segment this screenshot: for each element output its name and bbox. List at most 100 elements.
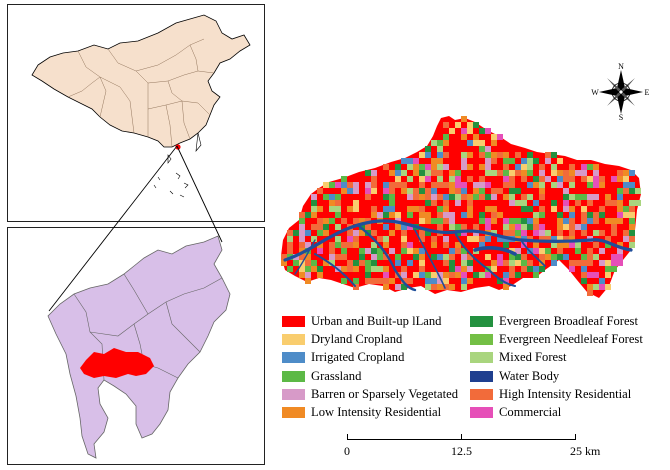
land-use-cell bbox=[299, 218, 305, 224]
land-use-cell bbox=[407, 242, 413, 248]
land-use-cell bbox=[521, 158, 527, 164]
land-use-cell bbox=[539, 170, 545, 176]
land-use-cell bbox=[437, 212, 443, 218]
land-use-cell bbox=[503, 230, 509, 236]
land-use-cell bbox=[389, 188, 395, 194]
land-use-cell bbox=[473, 122, 479, 128]
land-use-cell bbox=[491, 158, 497, 164]
land-use-cell bbox=[401, 284, 407, 290]
land-use-cell bbox=[317, 230, 323, 236]
land-use-cell bbox=[467, 254, 473, 260]
land-use-cell bbox=[491, 140, 497, 146]
china-map-svg bbox=[31, 14, 251, 198]
land-use-cell bbox=[581, 272, 587, 278]
land-use-cell bbox=[509, 218, 515, 224]
land-use-cell bbox=[479, 194, 485, 200]
land-use-cell bbox=[317, 242, 323, 248]
land-use-cell bbox=[563, 236, 569, 242]
land-use-cell bbox=[431, 242, 437, 248]
land-use-cell bbox=[383, 164, 389, 170]
land-use-cell bbox=[407, 212, 413, 218]
land-use-cell bbox=[509, 254, 515, 260]
land-use-cell bbox=[377, 212, 383, 218]
study-area-highlight bbox=[80, 348, 154, 378]
land-use-cell bbox=[413, 170, 419, 176]
land-use-cell bbox=[611, 224, 617, 230]
land-use-cell bbox=[365, 194, 371, 200]
land-use-cell bbox=[443, 254, 449, 260]
land-use-cell bbox=[401, 242, 407, 248]
land-use-cell bbox=[437, 164, 443, 170]
land-use-cell bbox=[617, 170, 623, 176]
land-use-cell bbox=[521, 260, 527, 266]
land-use-cell bbox=[503, 152, 509, 158]
land-use-cell bbox=[521, 230, 527, 236]
land-use-cell bbox=[545, 248, 551, 254]
land-use-cell bbox=[527, 170, 533, 176]
land-use-cell bbox=[527, 158, 533, 164]
land-use-cell bbox=[341, 278, 347, 284]
land-use-cell bbox=[419, 170, 425, 176]
guangzhou-district-map bbox=[7, 227, 265, 465]
land-use-cell bbox=[479, 188, 485, 194]
land-use-cell bbox=[359, 218, 365, 224]
land-use-cell bbox=[371, 266, 377, 272]
land-use-cell bbox=[353, 260, 359, 266]
land-use-cell bbox=[329, 206, 335, 212]
land-use-cell bbox=[473, 236, 479, 242]
land-use-cell bbox=[599, 176, 605, 182]
land-use-cell bbox=[443, 278, 449, 284]
land-use-cell bbox=[443, 272, 449, 278]
legend-label: Barren or Sparsely Vegetated bbox=[311, 387, 458, 402]
land-use-cell bbox=[353, 200, 359, 206]
land-use-cell bbox=[623, 236, 629, 242]
land-use-cell bbox=[401, 170, 407, 176]
land-use-cell bbox=[317, 224, 323, 230]
land-use-cell bbox=[395, 182, 401, 188]
land-use-cell bbox=[407, 194, 413, 200]
land-use-cell bbox=[323, 230, 329, 236]
land-use-cell bbox=[461, 284, 467, 290]
land-use-cell bbox=[431, 164, 437, 170]
land-use-cell bbox=[437, 278, 443, 284]
land-use-cell bbox=[299, 212, 305, 218]
land-use-cell bbox=[449, 266, 455, 272]
land-use-cell bbox=[557, 230, 563, 236]
land-use-cell bbox=[617, 176, 623, 182]
land-use-cell bbox=[425, 230, 431, 236]
land-use-cell bbox=[539, 188, 545, 194]
land-use-cell bbox=[617, 248, 623, 254]
land-use-cell bbox=[503, 164, 509, 170]
land-use-cell bbox=[521, 266, 527, 272]
land-use-cell bbox=[539, 212, 545, 218]
land-use-cell bbox=[383, 266, 389, 272]
land-use-cell bbox=[587, 182, 593, 188]
land-use-cell bbox=[395, 176, 401, 182]
land-use-cell bbox=[287, 248, 293, 254]
land-use-cell bbox=[341, 242, 347, 248]
legend-swatch bbox=[282, 315, 305, 327]
land-use-cell bbox=[419, 206, 425, 212]
land-use-cell bbox=[443, 134, 449, 140]
land-use-cell bbox=[479, 128, 485, 134]
land-use-cell bbox=[401, 182, 407, 188]
land-use-cell bbox=[509, 266, 515, 272]
land-use-cell bbox=[305, 272, 311, 278]
land-use-cell bbox=[563, 254, 569, 260]
land-use-cell bbox=[551, 254, 557, 260]
land-use-cell bbox=[527, 236, 533, 242]
land-use-cell bbox=[551, 242, 557, 248]
land-use-cell bbox=[293, 230, 299, 236]
legend-item: Evergreen Needleleaf Forest bbox=[470, 330, 643, 348]
land-use-cell bbox=[419, 152, 425, 158]
land-use-cell bbox=[335, 242, 341, 248]
land-use-cell bbox=[407, 248, 413, 254]
land-use-cell bbox=[401, 266, 407, 272]
land-use-cell bbox=[503, 194, 509, 200]
legend-swatch bbox=[470, 388, 493, 400]
land-use-cell bbox=[617, 206, 623, 212]
land-use-cell bbox=[605, 284, 611, 290]
land-use-cell bbox=[419, 218, 425, 224]
land-use-cell bbox=[491, 230, 497, 236]
land-use-cell bbox=[413, 188, 419, 194]
